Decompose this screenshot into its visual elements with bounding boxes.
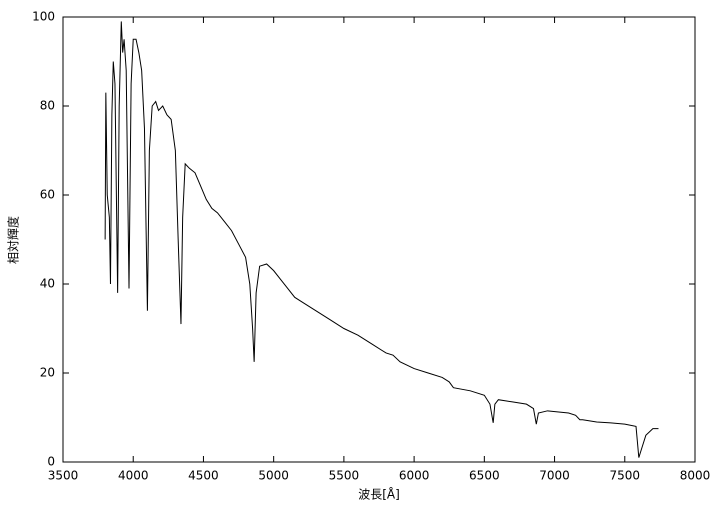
plot-frame <box>62 16 696 463</box>
x-tick-label: 6500 <box>469 469 500 483</box>
x-tick-label: 4000 <box>118 469 149 483</box>
spectrum-line <box>104 21 659 458</box>
x-tick-label: 8000 <box>680 469 711 483</box>
y-tick-label: 80 <box>40 99 55 113</box>
y-tick-label: 0 <box>47 455 55 469</box>
x-tick-label: 3500 <box>48 469 79 483</box>
x-tick-label: 7000 <box>539 469 570 483</box>
y-tick-label: 60 <box>40 188 55 202</box>
x-tick-label: 6000 <box>399 469 430 483</box>
y-axis-label: 相対輝度 <box>6 216 21 264</box>
x-tick-label: 5500 <box>329 469 360 483</box>
x-tick-label: 5000 <box>258 469 289 483</box>
x-tick-label: 7500 <box>610 469 641 483</box>
y-tick-label: 100 <box>32 10 55 24</box>
x-tick-label: 4500 <box>188 469 219 483</box>
y-tick-label: 40 <box>40 277 55 291</box>
y-tick-label: 20 <box>40 366 55 380</box>
x-axis-label: 波長[Å] <box>358 487 400 502</box>
